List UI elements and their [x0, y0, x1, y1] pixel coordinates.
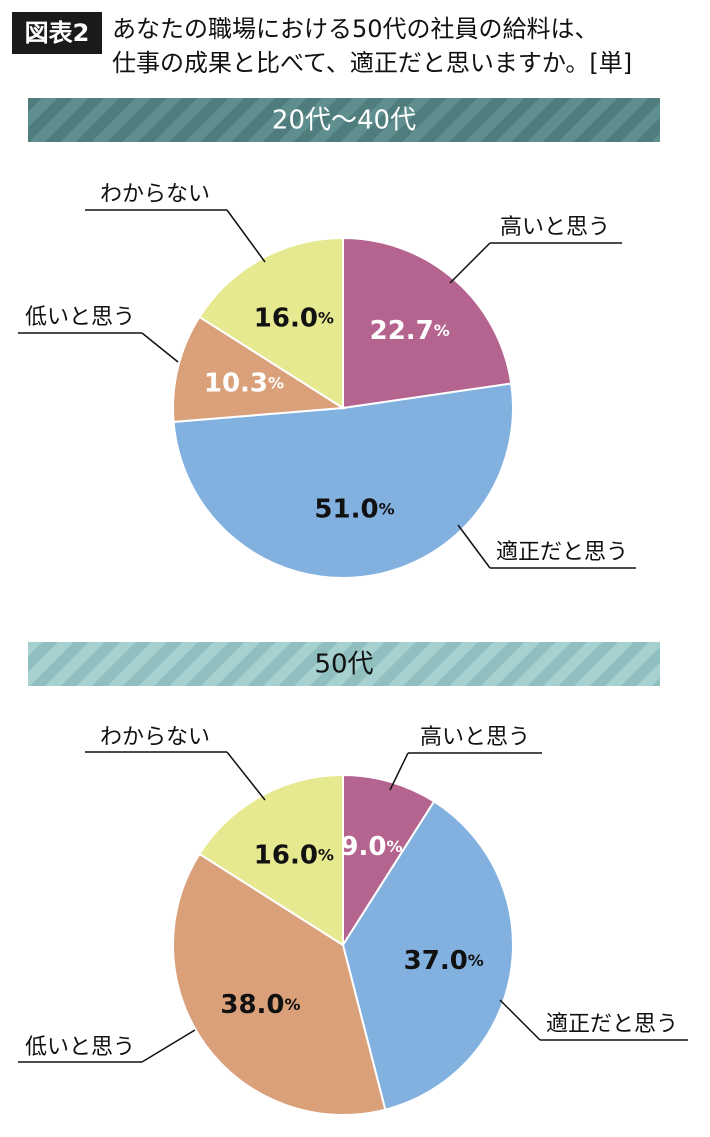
title-banner: [28, 98, 660, 142]
chart-title: 50代: [314, 650, 373, 680]
pie-slice: [172, 382, 514, 579]
leader-line: [226, 751, 266, 801]
value-label: 22.7%: [370, 315, 450, 345]
value-label: 37.0%: [404, 945, 484, 975]
title: 仕事の成果と比べて、適正だと思いますか。[単]: [112, 49, 632, 77]
category-label: 高いと思う: [500, 215, 610, 240]
value-label: 16.0%: [254, 303, 334, 333]
category-label: 低いと思う: [25, 1035, 135, 1060]
category-label: 適正だと思う: [546, 1012, 678, 1037]
badge: [12, 12, 102, 54]
category-label: 適正だと思う: [496, 540, 628, 565]
title-banner: [28, 642, 660, 686]
leader-line: [499, 999, 541, 1041]
value-label: 51.0%: [314, 494, 394, 524]
category-label: 高いと思う: [420, 725, 530, 750]
value-label: 38.0%: [220, 989, 300, 1019]
pie-slice: [171, 852, 387, 1117]
pie-slice: [172, 315, 347, 423]
value-label: 9.0%: [340, 832, 402, 862]
chart-title: 20代～40代: [272, 106, 416, 136]
title: あなたの職場における50代の社員の給料は、: [112, 15, 599, 43]
category-label: 低いと思う: [25, 305, 135, 330]
leader-line: [457, 524, 491, 569]
value-label: 10.3%: [204, 368, 284, 398]
category-label: わからない: [100, 725, 210, 750]
value-label: 16.0%: [254, 840, 334, 870]
pie-slice: [341, 800, 515, 1111]
leader-line: [389, 752, 409, 791]
leader-line: [226, 209, 266, 263]
category-label: わからない: [100, 182, 210, 207]
pie-slice: [198, 236, 344, 410]
leader-line: [449, 242, 491, 284]
figure-label: 図表2: [25, 19, 90, 47]
leader-line: [141, 332, 179, 363]
pie-slice: [342, 773, 436, 949]
leader-line: [141, 1029, 196, 1063]
